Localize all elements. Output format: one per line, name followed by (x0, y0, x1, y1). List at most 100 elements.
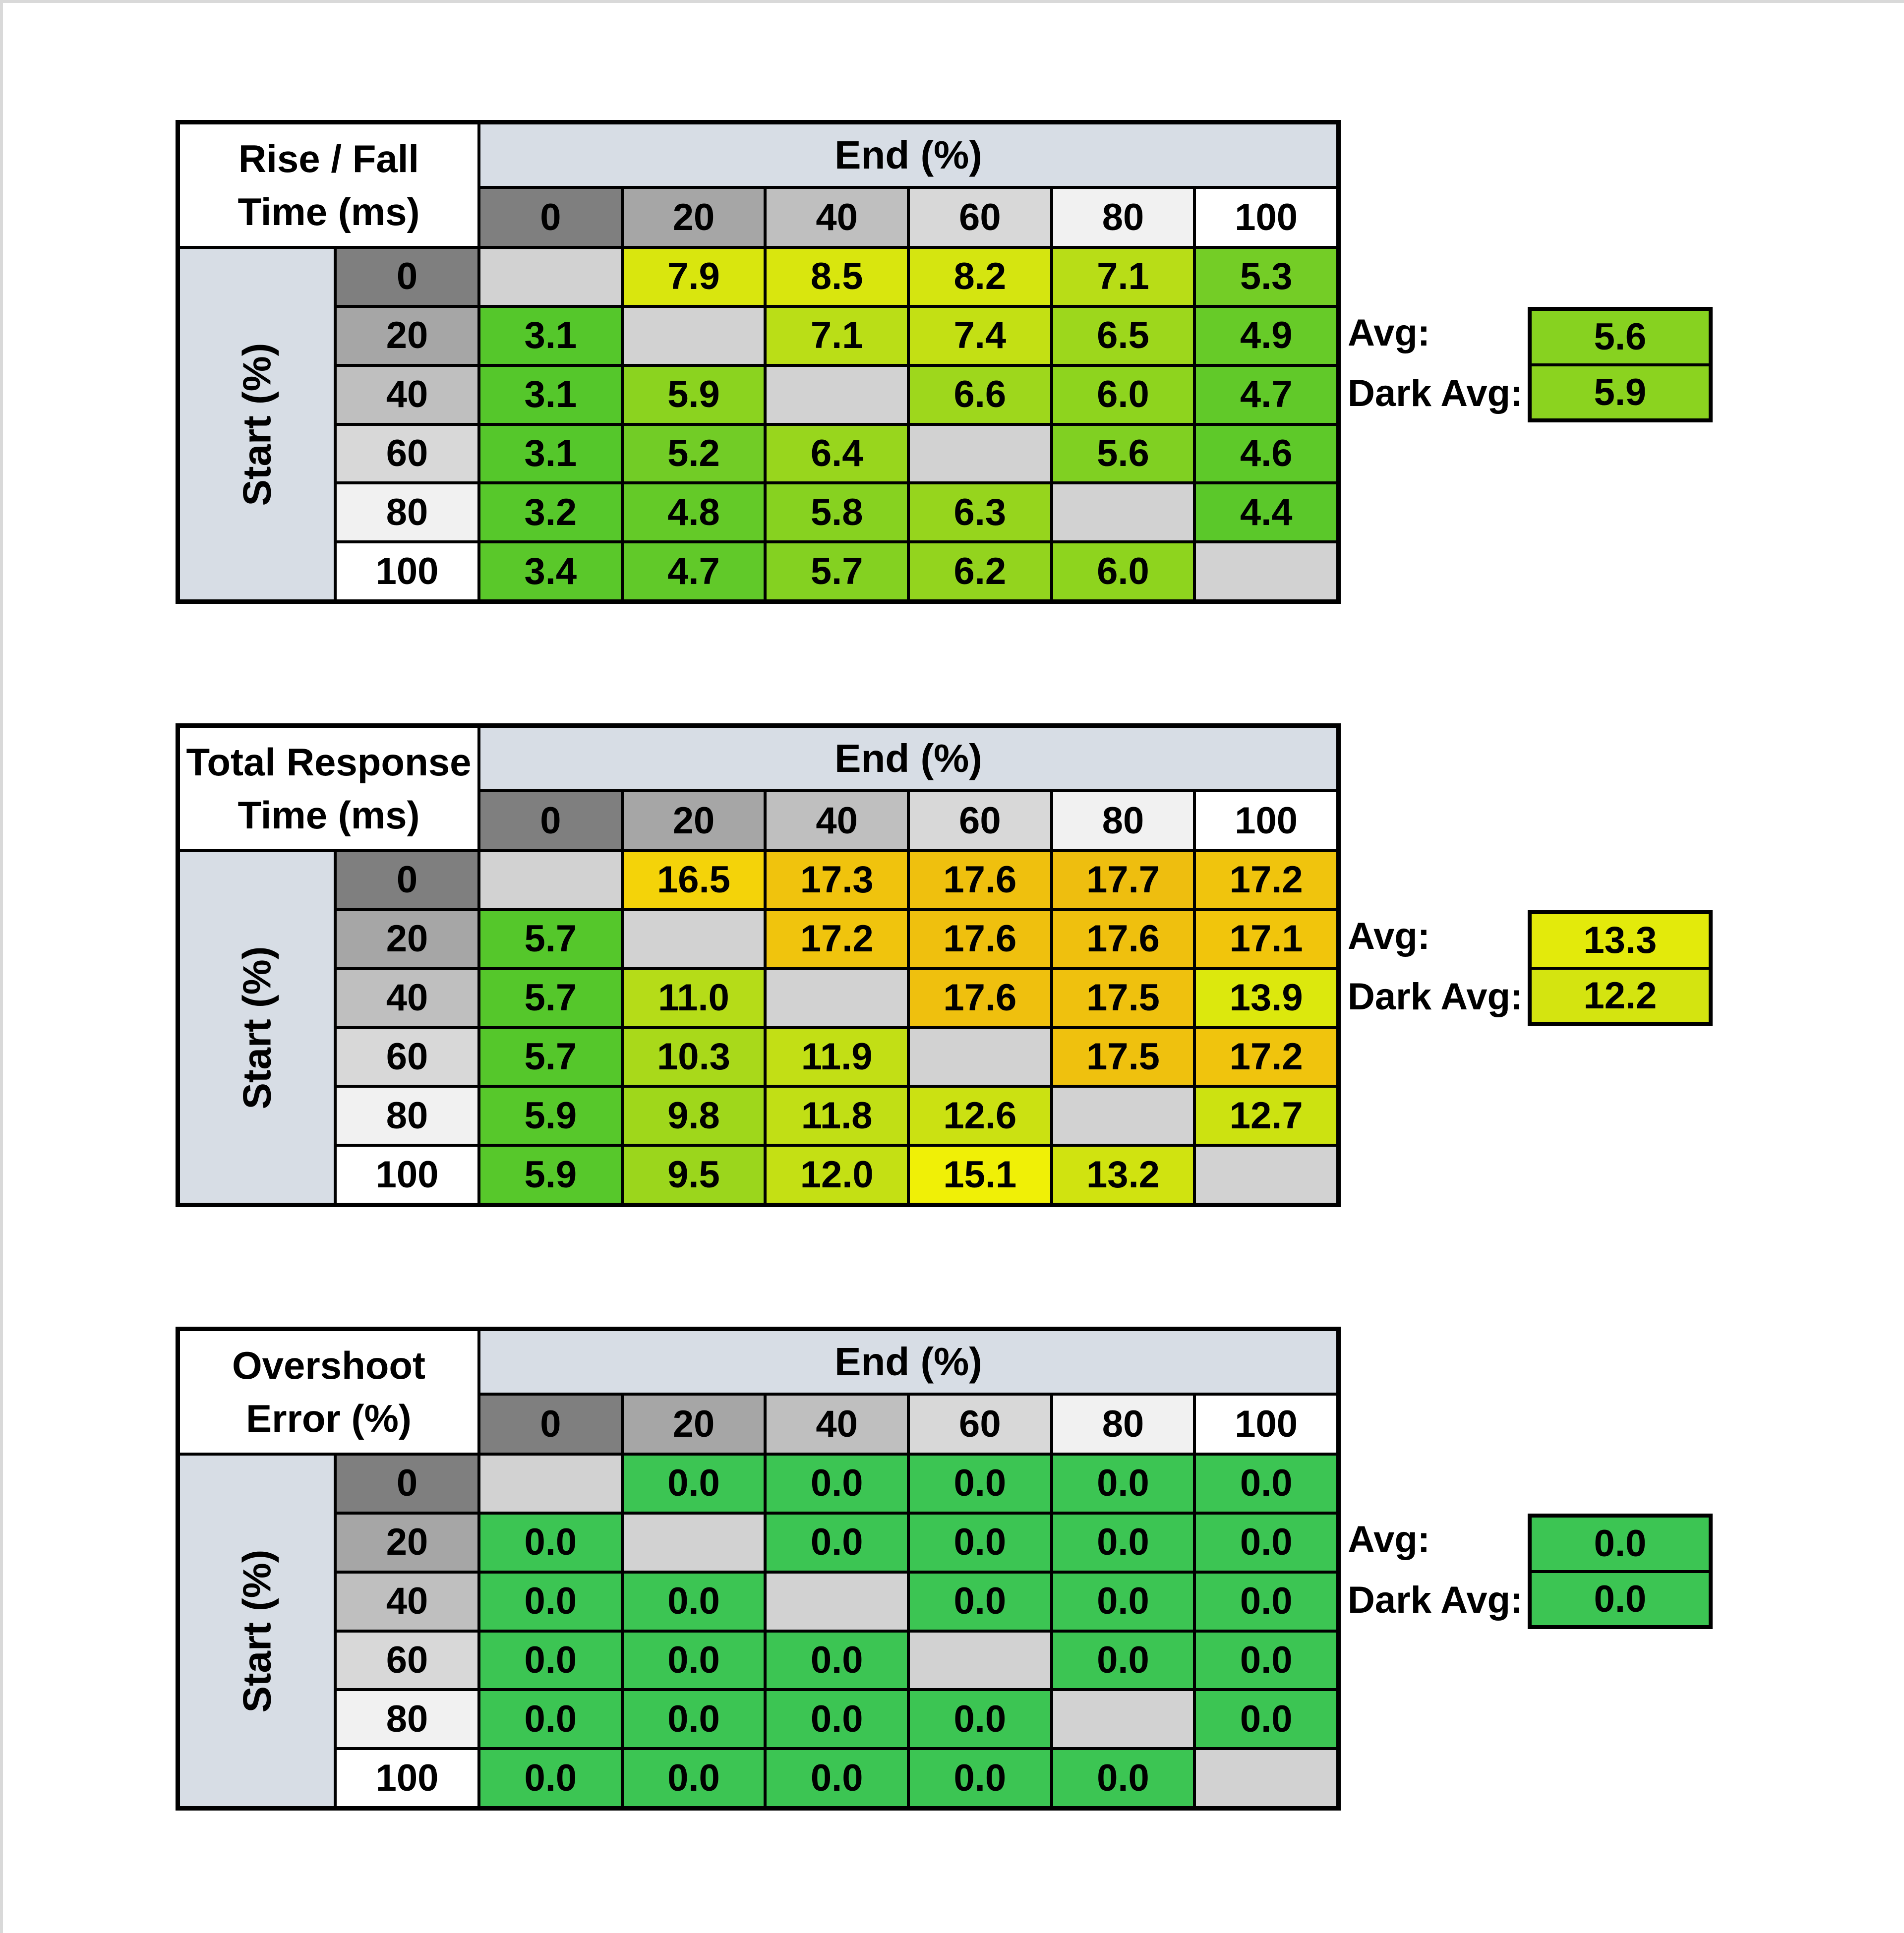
data-cell: 0.0 (623, 1573, 764, 1630)
blank-cell (1196, 543, 1336, 599)
blank-cell (1196, 1750, 1336, 1806)
data-cell: 0.0 (767, 1691, 907, 1748)
data-cell: 0.0 (1196, 1573, 1336, 1630)
data-cell: 5.9 (623, 366, 764, 423)
col-header-20: 20 (623, 792, 764, 849)
data-cell: 7.1 (767, 307, 907, 364)
col-header-20: 20 (623, 189, 764, 246)
avg-value: 0.0 (1532, 1518, 1709, 1570)
blank-cell (909, 425, 1050, 482)
data-cell: 3.4 (480, 543, 621, 599)
blank-cell (1053, 1088, 1193, 1144)
row-header-60: 60 (337, 1029, 477, 1085)
row-header-80: 80 (337, 1088, 477, 1144)
data-cell: 6.6 (909, 366, 1050, 423)
col-header-80: 80 (1053, 792, 1193, 849)
data-cell: 17.5 (1053, 970, 1193, 1026)
data-cell: 6.3 (909, 484, 1050, 541)
data-cell: 11.0 (623, 970, 764, 1026)
table-title-line1: Overshoot (232, 1343, 426, 1387)
end-axis-label: End (%) (480, 728, 1336, 789)
data-cell: 12.6 (909, 1088, 1050, 1144)
data-cell: 5.7 (480, 1029, 621, 1085)
data-cell: 0.0 (1196, 1514, 1336, 1571)
col-header-80: 80 (1053, 189, 1193, 246)
data-cell: 4.6 (1196, 425, 1336, 482)
data-cell: 11.9 (767, 1029, 907, 1085)
avg-box: 0.0 0.0 (1528, 1514, 1713, 1629)
row-header-20: 20 (337, 1514, 477, 1571)
data-cell: 0.0 (623, 1632, 764, 1689)
blank-cell (623, 911, 764, 967)
data-cell: 9.8 (623, 1088, 764, 1144)
data-cell: 5.6 (1053, 425, 1193, 482)
data-cell: 0.0 (480, 1691, 621, 1748)
data-cell: 17.2 (767, 911, 907, 967)
data-cell: 0.0 (480, 1632, 621, 1689)
blank-cell (767, 1573, 907, 1630)
row-header-0: 0 (337, 852, 477, 908)
blank-cell (767, 366, 907, 423)
data-cell: 0.0 (1053, 1632, 1193, 1689)
overshoot-averages: Avg: Dark Avg: 0.0 0.0 (1348, 1514, 1715, 1629)
dark-avg-value: 12.2 (1532, 969, 1709, 1022)
col-header-60: 60 (909, 189, 1050, 246)
data-cell: 7.1 (1053, 249, 1193, 305)
data-cell: 5.2 (623, 425, 764, 482)
avg-box: 5.6 5.9 (1528, 307, 1713, 422)
col-header-60: 60 (909, 792, 1050, 849)
data-cell: 17.5 (1053, 1029, 1193, 1085)
data-cell: 17.6 (909, 970, 1050, 1026)
blank-cell (909, 1632, 1050, 1689)
dark-avg-label: Dark Avg: (1348, 1579, 1523, 1621)
row-header-20: 20 (337, 911, 477, 967)
data-cell: 17.6 (909, 852, 1050, 908)
data-cell: 11.8 (767, 1088, 907, 1144)
data-cell: 17.6 (909, 911, 1050, 967)
data-cell: 0.0 (1196, 1456, 1336, 1512)
data-cell: 4.8 (623, 484, 764, 541)
blank-cell (1053, 484, 1193, 541)
data-cell: 7.4 (909, 307, 1050, 364)
data-cell: 6.0 (1053, 543, 1193, 599)
dark-avg-value: 0.0 (1532, 1573, 1709, 1625)
total-response-averages: Avg: Dark Avg: 13.3 12.2 (1348, 910, 1715, 1026)
start-axis-label: Start (%) (180, 1456, 334, 1806)
row-header-0: 0 (337, 249, 477, 305)
data-cell: 5.7 (480, 970, 621, 1026)
data-cell: 3.2 (480, 484, 621, 541)
data-cell: 6.5 (1053, 307, 1193, 364)
rise-fall-table: Rise / Fall Time (ms) End (%) Start (%) … (176, 120, 1341, 604)
data-cell: 17.3 (767, 852, 907, 908)
data-cell: 3.1 (480, 425, 621, 482)
table-title-rise-fall: Rise / Fall Time (ms) (180, 124, 477, 246)
start-axis-label: Start (%) (180, 852, 334, 1203)
end-axis-label: End (%) (480, 124, 1336, 186)
data-cell: 0.0 (1053, 1750, 1193, 1806)
data-cell: 4.7 (1196, 366, 1336, 423)
data-cell: 0.0 (623, 1750, 764, 1806)
row-header-20: 20 (337, 307, 477, 364)
blank-cell (480, 249, 621, 305)
avg-label: Avg: (1348, 915, 1430, 957)
row-header-100: 100 (337, 543, 477, 599)
col-header-0: 0 (480, 189, 621, 246)
table-title-total-response: Total Response Time (ms) (180, 728, 477, 849)
data-cell: 0.0 (909, 1573, 1050, 1630)
data-cell: 0.0 (909, 1514, 1050, 1571)
data-cell: 3.1 (480, 366, 621, 423)
data-cell: 5.7 (480, 911, 621, 967)
row-header-40: 40 (337, 970, 477, 1026)
rise-fall-averages: Avg: Dark Avg: 5.6 5.9 (1348, 307, 1715, 422)
data-cell: 8.5 (767, 249, 907, 305)
col-header-80: 80 (1053, 1396, 1193, 1453)
col-header-40: 40 (767, 1396, 907, 1453)
row-header-100: 100 (337, 1147, 477, 1203)
data-cell: 6.4 (767, 425, 907, 482)
data-cell: 4.4 (1196, 484, 1336, 541)
dark-avg-label: Dark Avg: (1348, 372, 1523, 414)
col-header-0: 0 (480, 1396, 621, 1453)
data-cell: 6.2 (909, 543, 1050, 599)
data-cell: 5.8 (767, 484, 907, 541)
